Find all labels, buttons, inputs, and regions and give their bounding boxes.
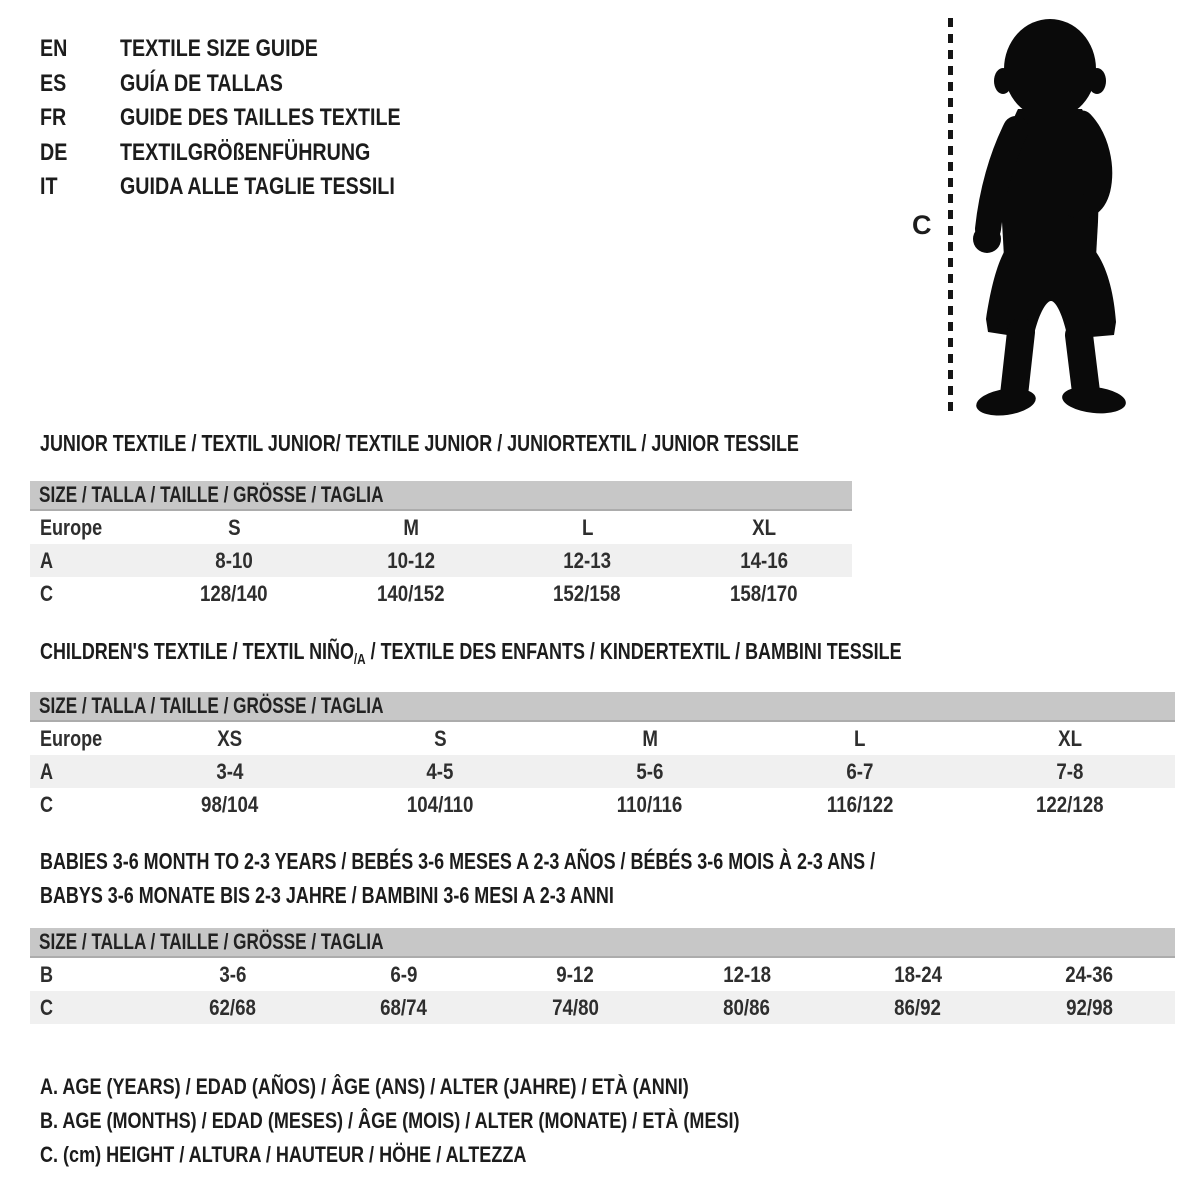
cell: 5-6 xyxy=(636,758,664,784)
language-title: GUIDA ALLE TAGLIE TESSILI xyxy=(120,173,395,201)
cell: XL xyxy=(751,514,776,540)
row-label: C xyxy=(40,791,54,817)
cell: 3-4 xyxy=(216,758,244,784)
cell: 3-6 xyxy=(219,961,247,987)
size-table-junior: SIZE / TALLA / TAILLE / GRÖSSE / TAGLIA … xyxy=(30,481,852,610)
table-row-age: A 3-4 4-5 5-6 6-7 7-8 xyxy=(30,755,1175,788)
cell: 140/152 xyxy=(376,580,445,606)
height-measure-dashed-line xyxy=(948,18,953,418)
cell: 4-5 xyxy=(426,758,454,784)
cell: 86/92 xyxy=(894,994,942,1020)
language-row-de: DE TEXTILGRÖßENFÜHRUNG xyxy=(40,136,462,171)
table-row-height: C 98/104 104/110 110/116 116/122 122/128 xyxy=(30,788,1175,821)
cell: S xyxy=(433,725,447,751)
cell: 152/158 xyxy=(553,580,622,606)
cell: L xyxy=(854,725,866,751)
language-title: GUÍA DE TALLAS xyxy=(120,69,283,97)
cell: 110/116 xyxy=(617,791,683,817)
size-header-bar: SIZE / TALLA / TAILLE / GRÖSSE / TAGLIA xyxy=(30,928,1175,958)
cell: M xyxy=(642,725,658,751)
table-row-age-months: B 3-6 6-9 9-12 12-18 18-24 24-36 xyxy=(30,958,1175,991)
measurement-legend: A. AGE (YEARS) / EDAD (AÑOS) / ÂGE (ANS)… xyxy=(40,1070,893,1172)
cell: 7-8 xyxy=(1056,758,1084,784)
cell: 10-12 xyxy=(386,547,435,573)
row-label: A xyxy=(40,547,54,573)
language-code: FR xyxy=(40,104,67,132)
cell: 68/74 xyxy=(380,994,428,1020)
cell: 98/104 xyxy=(201,791,259,817)
cell: 14-16 xyxy=(739,547,788,573)
cell: 8-10 xyxy=(215,547,253,573)
language-row-en: EN TEXTILE SIZE GUIDE xyxy=(40,32,462,67)
language-title: TEXTILE SIZE GUIDE xyxy=(120,35,318,63)
cell: 92/98 xyxy=(1065,994,1113,1020)
cell: 122/128 xyxy=(1036,791,1104,817)
language-title-list: EN TEXTILE SIZE GUIDE ES GUÍA DE TALLAS … xyxy=(40,32,462,205)
language-row-fr: FR GUIDE DES TAILLES TEXTILE xyxy=(40,101,462,136)
section-title-babies-line1: BABIES 3-6 MONTH TO 2-3 YEARS / BEBÉS 3-… xyxy=(40,848,876,874)
language-title: TEXTILGRÖßENFÜHRUNG xyxy=(120,138,371,166)
cell: 24-36 xyxy=(1065,961,1114,987)
cell: 62/68 xyxy=(209,994,257,1020)
size-header-bar: SIZE / TALLA / TAILLE / GRÖSSE / TAGLIA xyxy=(30,692,1175,722)
row-label: Europe xyxy=(40,514,103,540)
cell: 74/80 xyxy=(551,994,599,1020)
cell: L xyxy=(581,514,593,540)
size-table-babies: SIZE / TALLA / TAILLE / GRÖSSE / TAGLIA … xyxy=(30,928,1175,1024)
size-table-children: SIZE / TALLA / TAILLE / GRÖSSE / TAGLIA … xyxy=(30,692,1175,821)
cell: S xyxy=(228,514,241,540)
row-label: A xyxy=(40,758,54,784)
section-title-children: CHILDREN'S TEXTILE / TEXTIL NIÑO/A / TEX… xyxy=(40,638,902,668)
language-code: IT xyxy=(40,173,58,201)
cell: 6-7 xyxy=(846,758,874,784)
section-title-junior: JUNIOR TEXTILE / TEXTIL JUNIOR/ TEXTILE … xyxy=(40,430,799,456)
table-row-height: C 128/140 140/152 152/158 158/170 xyxy=(30,577,852,610)
language-title: GUIDE DES TAILLES TEXTILE xyxy=(120,104,401,132)
cell: 12-13 xyxy=(563,547,612,573)
language-row-it: IT GUIDA ALLE TAGLIE TESSILI xyxy=(40,170,462,205)
toddler-silhouette-icon xyxy=(973,19,1126,416)
cell: 158/170 xyxy=(729,580,798,606)
size-header-bar: SIZE / TALLA / TAILLE / GRÖSSE / TAGLIA xyxy=(30,481,852,511)
language-row-es: ES GUÍA DE TALLAS xyxy=(40,67,462,102)
legend-line-a: A. AGE (YEARS) / EDAD (AÑOS) / ÂGE (ANS)… xyxy=(40,1074,689,1099)
cell: XL xyxy=(1058,725,1082,751)
cell: 128/140 xyxy=(200,580,269,606)
table-row-height: C 62/68 68/74 74/80 80/86 86/92 92/98 xyxy=(30,991,1175,1024)
cell: 12-18 xyxy=(722,961,771,987)
cell: 116/122 xyxy=(826,791,894,817)
row-label: Europe xyxy=(40,725,103,751)
section-title-babies-line2: BABYS 3-6 MONATE BIS 2-3 JAHRE / BAMBINI… xyxy=(40,882,614,908)
row-label: C xyxy=(40,580,54,606)
cell: XS xyxy=(217,725,243,751)
row-label: C xyxy=(40,994,54,1020)
cell: 18-24 xyxy=(894,961,942,987)
height-measure-label: C xyxy=(912,210,932,240)
cell: 80/86 xyxy=(723,994,771,1020)
language-code: ES xyxy=(40,69,67,97)
table-row-europe: Europe XS S M L XL xyxy=(30,722,1175,755)
cell: 104/110 xyxy=(406,791,474,817)
cell: 9-12 xyxy=(556,961,595,987)
row-label: B xyxy=(40,961,54,987)
legend-line-b: B. AGE (MONTHS) / EDAD (MESES) / ÂGE (MO… xyxy=(40,1108,740,1133)
table-row-europe: Europe S M L XL xyxy=(30,511,852,544)
language-code: DE xyxy=(40,138,68,166)
language-code: EN xyxy=(40,35,68,63)
nino-a-subscript: /A xyxy=(353,651,366,668)
cell: M xyxy=(402,514,419,540)
legend-line-c: C. (cm) HEIGHT / ALTURA / HAUTEUR / HÖHE… xyxy=(40,1142,527,1167)
table-row-age: A 8-10 10-12 12-13 14-16 xyxy=(30,544,852,577)
cell: 6-9 xyxy=(390,961,418,987)
